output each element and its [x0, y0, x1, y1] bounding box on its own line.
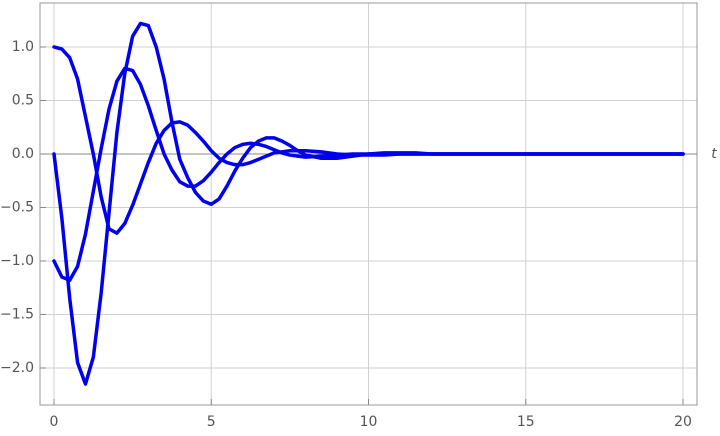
y-tick-label: 0.0	[12, 146, 34, 162]
y-tick-label: 0.5	[12, 92, 34, 108]
x-tick-label: 20	[674, 414, 692, 430]
y-tick-label: −2.0	[0, 360, 34, 376]
x-tick-label: 15	[517, 414, 535, 430]
y-tick-label: 1.0	[12, 39, 34, 55]
x-tick-label: 10	[360, 414, 378, 430]
y-tick-label: −0.5	[0, 199, 34, 215]
x-axis-label: t	[711, 146, 717, 162]
x-tick-label: 0	[50, 414, 59, 430]
plot-frame	[39, 2, 698, 406]
line-series	[52, 66, 685, 282]
y-tick-label: −1.5	[0, 306, 34, 322]
x-tick-label: 5	[207, 414, 216, 430]
y-tick-label: −1.0	[0, 253, 34, 269]
